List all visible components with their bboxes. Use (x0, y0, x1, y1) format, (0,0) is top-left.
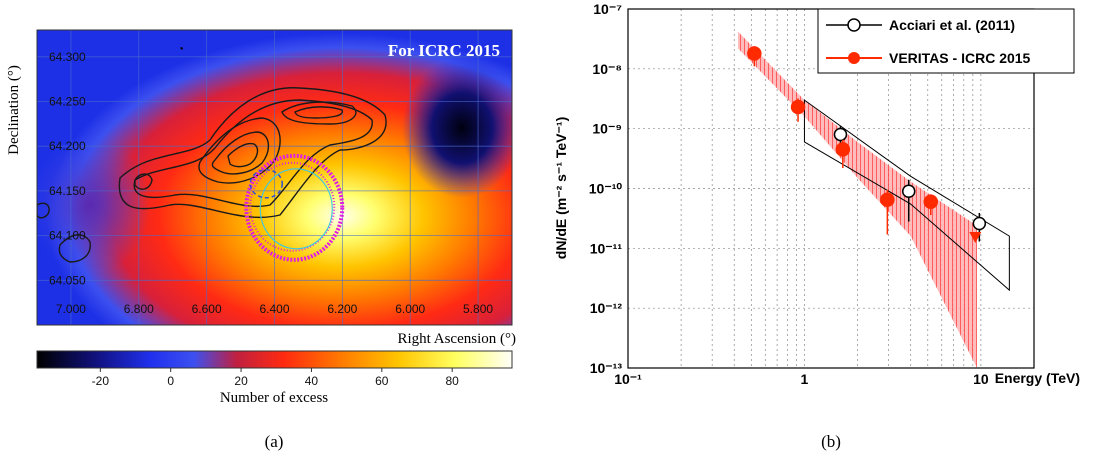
map-frame (36, 29, 513, 326)
colorbar-tick-label: 20 (234, 374, 248, 388)
legend: Acciari et al. (2011) VERITAS - ICRC 201… (817, 8, 1075, 74)
map-x-tick-label: 6.400 (259, 302, 289, 316)
veritas-point (790, 99, 806, 115)
map-y-tick-label: 64.100 (49, 229, 86, 243)
significance-contour (294, 106, 344, 119)
map-grid (37, 30, 512, 325)
legend-box (817, 8, 1075, 74)
map-y-axis-label: Declination (°) (6, 65, 22, 155)
map-overlays (37, 47, 387, 263)
legend-label-acciari: Acciari et al. (2011) (889, 17, 1015, 33)
map-x-tick-label: 5.800 (463, 302, 493, 316)
dashed-region (249, 169, 283, 199)
spectrum-x-tick-label: 1 (801, 371, 809, 387)
spectrum-y-axis-label: dN/dE (m⁻² s⁻¹ TeV⁻¹) (553, 117, 569, 259)
spectrum-y-tick-label: 10⁻¹³ (590, 360, 623, 376)
spectrum-y-tick-label: 10⁻⁷ (593, 1, 622, 17)
spectrum-points (747, 46, 987, 243)
spectrum-y-tick-label: 10⁻¹⁰ (589, 181, 623, 197)
colorbar-tick-label: 60 (375, 374, 389, 388)
map-x-tick-label: 7.000 (56, 302, 86, 316)
colorbar (36, 350, 513, 369)
excess-map-deficit (402, 58, 512, 198)
acciari-point (972, 216, 987, 231)
map-x-tick-label: 6.600 (192, 302, 222, 316)
map-x-tick-label: 6.800 (124, 302, 154, 316)
spectrum-x-tick-label: 10 (973, 371, 989, 387)
map-y-tick-label: 64.150 (49, 184, 86, 198)
spectrum-y-tick-label: 10⁻⁹ (592, 121, 622, 137)
map-y-tick-label: 64.050 (49, 273, 86, 287)
significance-contour (118, 87, 387, 219)
legend-label-veritas: VERITAS - ICRC 2015 (889, 50, 1031, 66)
colorbar-tick-label: 80 (446, 374, 460, 388)
significance-contour (37, 202, 50, 219)
spectrum-y-tick-label: 10⁻¹² (590, 300, 623, 316)
map-banner: For ICRC 2015 (388, 41, 500, 60)
map-y-tick-label: 64.250 (49, 95, 86, 109)
legend-marker-veritas (848, 52, 860, 64)
colorbar-tick-label: 0 (167, 374, 174, 388)
veritas-upper-limit (969, 231, 982, 243)
veritas-point (923, 194, 939, 210)
spectrum-x-tick-label: 10⁻¹ (614, 371, 642, 387)
spectrum-y-tick-label: 10⁻⁸ (592, 61, 622, 77)
acciari-point (901, 184, 916, 198)
panel-label-b: (b) (821, 432, 841, 451)
significance-contour (198, 117, 281, 184)
veritas-point (835, 142, 851, 157)
map-x-axis-label: Right Ascension (°) (398, 331, 517, 347)
map-x-tick-label: 6.200 (327, 302, 357, 316)
colorbar-ticks: -20 0 20 40 60 80 (92, 368, 460, 388)
significance-contour (134, 173, 153, 190)
significance-contour (58, 234, 91, 263)
legend-marker-acciari (847, 18, 861, 32)
map-y-tick-label: 64.200 (49, 139, 86, 153)
colorbar-tick-label: 40 (305, 374, 319, 388)
significance-contour (227, 142, 259, 168)
acciari-error-band (803, 99, 1010, 292)
significance-contour (281, 101, 357, 125)
xray-shell-inner (249, 161, 336, 252)
veritas-point (747, 46, 762, 61)
spectrum-x-axis-label: Energy (TeV) (995, 370, 1080, 386)
remnant-ring (259, 168, 333, 250)
map-tick-labels: 7.000 6.800 6.600 6.400 6.200 6.000 5.800 64.30… (49, 50, 493, 316)
sky-map-panel: 7.000 6.800 6.600 6.400 6.200 6.000 5.800 64.30… (6, 29, 517, 451)
colorbar-label: Number of excess (220, 390, 328, 406)
spectrum-y-tick-label: 10⁻¹¹ (590, 240, 623, 256)
contour-dot (180, 47, 183, 50)
map-x-tick-label: 6.000 (395, 302, 425, 316)
map-y-tick-label: 64.300 (49, 50, 86, 64)
veritas-point (880, 192, 895, 207)
xray-shell-outline (244, 153, 345, 262)
acciari-point (833, 127, 848, 142)
colorbar-tick-label: -20 (92, 374, 110, 388)
panel-label-a: (a) (265, 432, 284, 451)
significance-contour (133, 99, 373, 207)
significance-contour (211, 131, 269, 175)
